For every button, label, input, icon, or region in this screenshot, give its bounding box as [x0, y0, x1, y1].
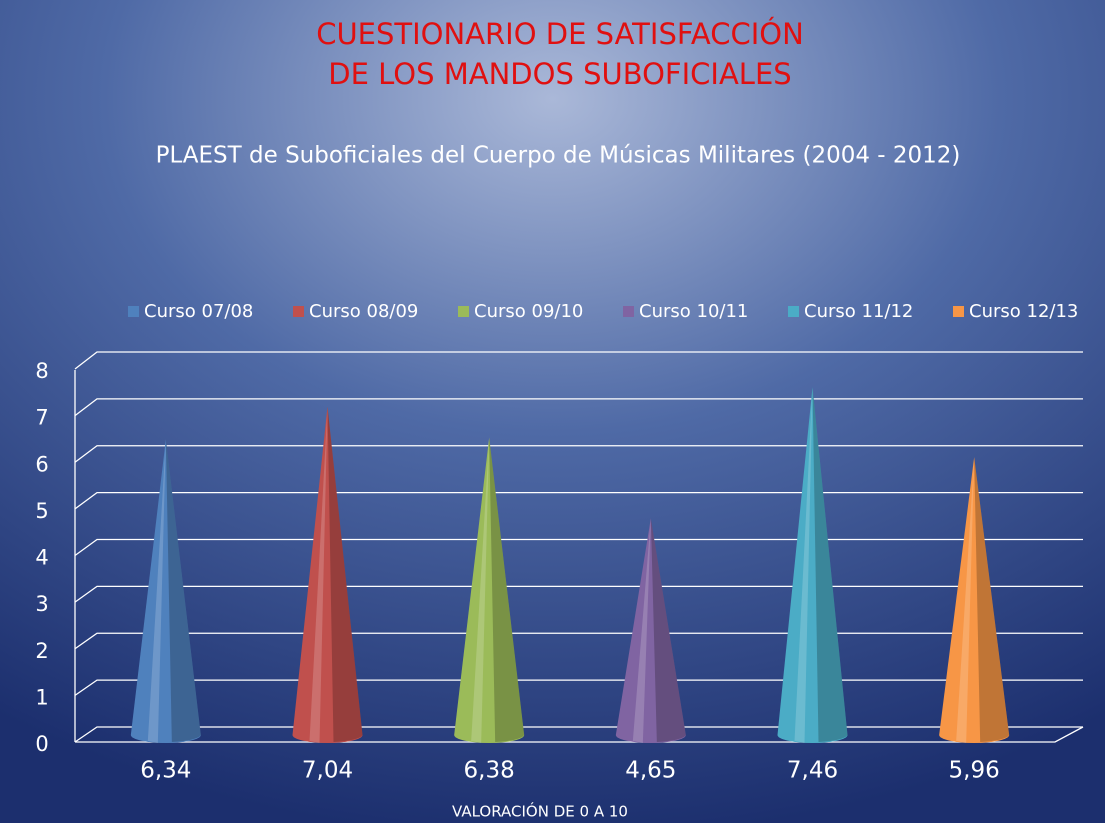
grid-line [74, 585, 1083, 603]
y-tick-label: 3 [35, 592, 48, 616]
cone-shade [650, 518, 686, 742]
value-label: 7,46 [787, 758, 838, 784]
value-label: 6,34 [140, 758, 191, 784]
grid-line [74, 538, 1083, 557]
cone-highlight [956, 457, 975, 743]
grid-line [74, 726, 1083, 743]
legend-label: Curso 11/12 [804, 301, 913, 322]
chart-title: CUESTIONARIO DE SATISFACCIÓN [316, 17, 804, 51]
grid-line [74, 398, 1083, 417]
cone-shade [812, 387, 848, 742]
cone [615, 518, 686, 743]
legend-label: Curso 07/08 [144, 301, 253, 322]
cone-shade [327, 406, 363, 742]
cone [939, 457, 1010, 743]
cone-shade [974, 457, 1010, 742]
floor [75, 726, 1084, 743]
cone-highlight [632, 518, 651, 743]
value-label: 5,96 [949, 758, 1000, 784]
y-tick-label: 5 [35, 499, 48, 523]
grid-line [74, 632, 1083, 650]
y-tick-label: 7 [35, 406, 48, 430]
cone [292, 406, 363, 743]
cone [777, 387, 848, 743]
legend-swatch [293, 306, 304, 317]
grid-line [74, 491, 1083, 510]
y-tick-label: 6 [35, 452, 48, 476]
cone [454, 437, 525, 743]
cone-highlight [147, 439, 166, 743]
cone-shade [165, 439, 201, 742]
grid-line [74, 445, 1083, 463]
legend-label: Curso 09/10 [474, 301, 583, 322]
y-tick-label: 1 [35, 685, 48, 709]
value-label: 4,65 [625, 758, 676, 784]
cone-highlight [471, 437, 490, 743]
legend-label: Curso 10/11 [639, 301, 748, 322]
cone-highlight [309, 406, 328, 743]
y-tick-label: 4 [35, 546, 48, 570]
x-axis-title: VALORACIÓN DE 0 A 10 [452, 802, 628, 821]
y-tick-label: 2 [35, 639, 48, 663]
chart-title: DE LOS MANDOS SUBOFICIALES [328, 57, 791, 91]
legend-swatch [128, 306, 139, 317]
cone-highlight [794, 387, 813, 743]
y-tick-label: 0 [35, 732, 48, 756]
y-tick-label: 8 [35, 359, 48, 383]
value-label: 7,04 [302, 758, 353, 784]
chart-subtitle: PLAEST de Suboficiales del Cuerpo de Mús… [156, 143, 961, 169]
grid-line [74, 351, 1083, 370]
grid-line [74, 679, 1083, 696]
legend-label: Curso 12/13 [969, 301, 1078, 322]
legend-swatch [788, 306, 799, 317]
cone-shade [489, 437, 525, 742]
cone [130, 439, 201, 743]
value-label: 6,38 [464, 758, 515, 784]
legend-swatch [953, 306, 964, 317]
legend-swatch [458, 306, 469, 317]
legend-swatch [623, 306, 634, 317]
legend-label: Curso 08/09 [309, 301, 418, 322]
